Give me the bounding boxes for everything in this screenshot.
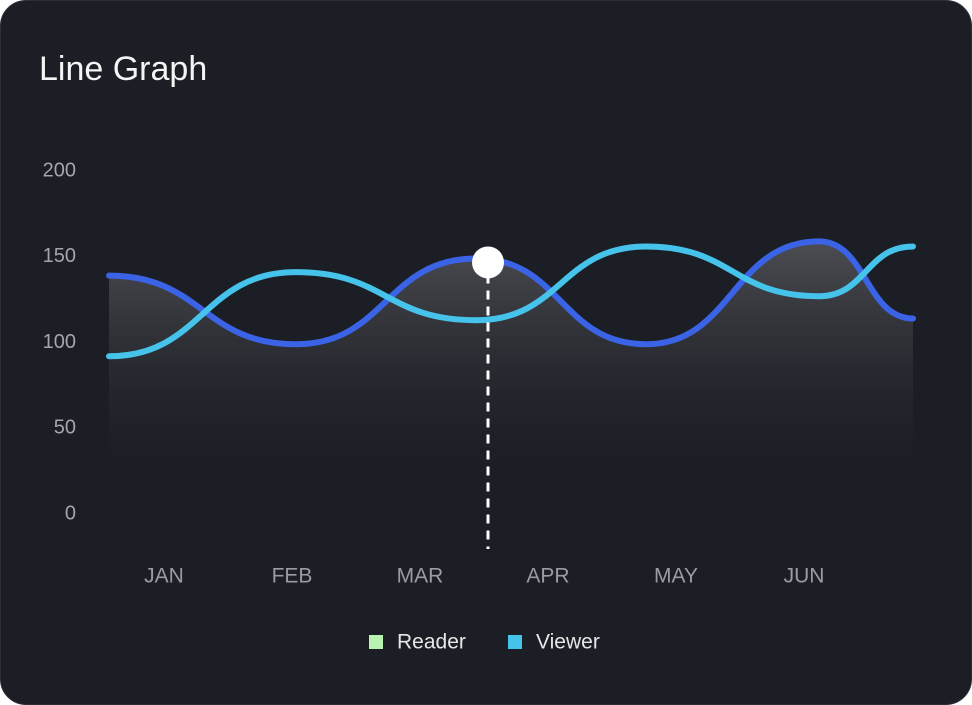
legend-label: Viewer — [536, 631, 600, 654]
legend-swatch — [369, 635, 383, 649]
area-fill — [109, 241, 913, 471]
x-tick-label: JUN — [784, 565, 825, 588]
x-tick-label: APR — [526, 565, 569, 588]
y-tick-label: 0 — [65, 502, 76, 524]
chart-title: Line Graph — [39, 50, 207, 88]
x-tick-label: JAN — [144, 565, 184, 588]
x-tick-label: FEB — [272, 565, 313, 588]
y-tick-label: 100 — [43, 331, 76, 353]
x-tick-label: MAY — [654, 565, 698, 588]
y-tick-label: 150 — [43, 245, 76, 267]
legend-label: Reader — [397, 631, 466, 654]
series-line — [106, 243, 916, 360]
y-tick-label: 50 — [54, 417, 76, 439]
highlight-point — [472, 246, 504, 279]
y-tick-label: 200 — [43, 159, 76, 181]
x-tick-label: MAR — [397, 565, 444, 588]
legend-swatch — [508, 635, 522, 649]
